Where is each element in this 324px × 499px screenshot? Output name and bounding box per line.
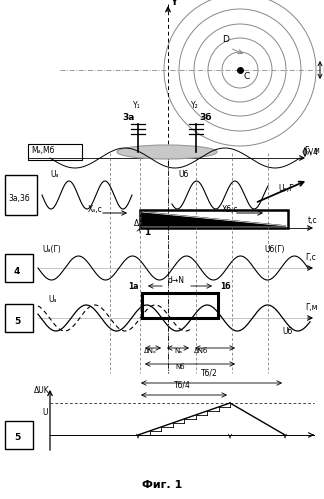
Text: Uₐ(Γ): Uₐ(Γ) [42,245,61,254]
Text: d→N: d→N [168,276,185,285]
Text: 3а,3б: 3а,3б [8,194,29,203]
Text: 1: 1 [144,228,150,237]
Text: Uб(Γ): Uб(Γ) [264,245,284,254]
Text: Xₐ,с: Xₐ,с [88,205,103,214]
Text: Tб/4: Tб/4 [174,381,191,390]
Text: Uₐ: Uₐ [48,295,56,304]
Text: 4: 4 [14,266,20,275]
Text: D: D [222,35,229,44]
Text: ΔUK: ΔUK [34,386,50,395]
Text: 1б: 1б [220,282,231,291]
FancyBboxPatch shape [140,210,288,228]
Text: Uб: Uб [178,170,188,179]
Text: Фиг. 1: Фиг. 1 [142,480,182,490]
Text: 5: 5 [14,434,20,443]
Text: 5: 5 [14,316,20,325]
Text: Γ, м: Γ, м [305,146,320,155]
Text: L: L [322,65,324,74]
Ellipse shape [117,145,217,159]
Text: Γ,с: Γ,с [305,253,316,262]
Text: Xб,с: Xб,с [222,205,238,214]
Text: Uб: Uб [282,327,292,336]
Text: 1а: 1а [128,282,138,291]
Text: Nб: Nб [175,364,184,370]
FancyBboxPatch shape [5,421,33,449]
Text: Y₂: Y₂ [191,101,199,110]
Text: Tб/2: Tб/2 [201,369,218,378]
FancyBboxPatch shape [142,293,218,318]
Text: Γ,м: Γ,м [305,303,318,312]
FancyBboxPatch shape [28,144,82,160]
Text: Mₐ,Mб: Mₐ,Mб [31,146,54,155]
Text: Uₚ,Γ: Uₚ,Γ [278,184,293,193]
Polygon shape [142,212,286,226]
FancyBboxPatch shape [5,254,33,282]
FancyBboxPatch shape [5,304,33,332]
Text: Y: Y [170,0,177,7]
Text: C: C [244,72,250,81]
Text: ΔNб: ΔNб [194,348,208,354]
Text: 3а: 3а [122,113,134,122]
Text: λ/4: λ/4 [307,148,319,157]
FancyBboxPatch shape [5,175,37,215]
Text: 3б: 3б [199,113,212,122]
Text: U: U [42,408,48,417]
Text: ΔNₐ: ΔNₐ [144,348,157,354]
Text: Nₐ: Nₐ [174,348,182,354]
Text: t,с: t,с [308,216,318,225]
Text: Uₐ: Uₐ [50,170,59,179]
Text: Δ: Δ [134,219,139,228]
Text: Y₁: Y₁ [133,101,141,110]
